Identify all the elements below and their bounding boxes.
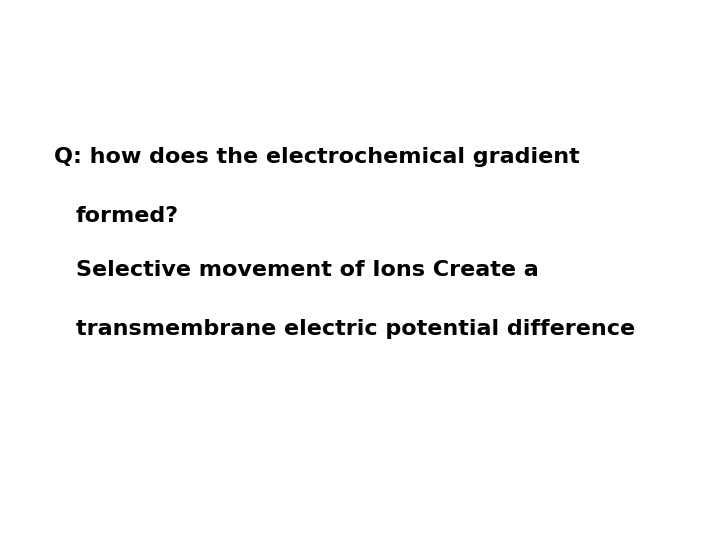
Text: transmembrane electric potential difference: transmembrane electric potential differe… [76,319,635,340]
Text: Selective movement of Ions Create a: Selective movement of Ions Create a [76,260,539,280]
Text: Q: how does the electrochemical gradient: Q: how does the electrochemical gradient [54,146,580,167]
Text: formed?: formed? [76,206,179,226]
